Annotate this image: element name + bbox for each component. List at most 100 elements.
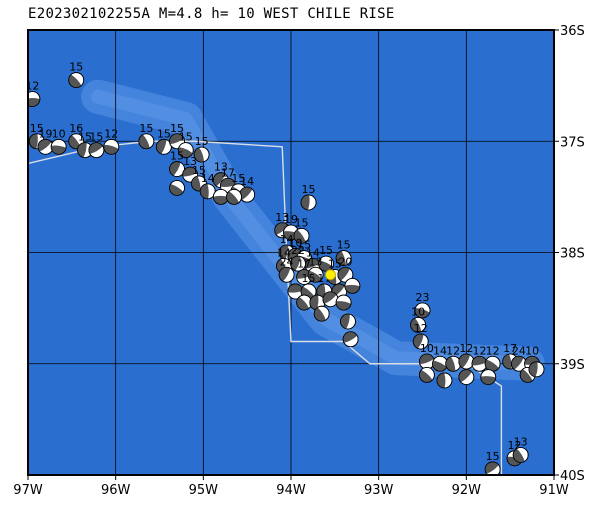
beachball-outline (436, 372, 453, 389)
beachball-quadrant (410, 318, 422, 333)
mechanism-label: 12 (459, 342, 473, 355)
beachball-outline (335, 294, 352, 311)
beachball-quadrant (169, 133, 184, 145)
beachball (528, 361, 545, 378)
beachball (458, 369, 475, 386)
beachball-quadrant (336, 250, 346, 266)
beachball-quadrant (296, 296, 310, 311)
beachball-outline (300, 194, 317, 211)
lon-tick-label: 96W (101, 483, 131, 498)
beachball (436, 372, 453, 389)
lon-tick-label: 97W (13, 483, 43, 498)
beachball-quadrant (445, 356, 456, 372)
beachball-quadrant (415, 308, 430, 318)
beachball (335, 294, 352, 311)
beachball-quadrant (458, 354, 471, 369)
mechanism-label: 14 (306, 246, 320, 259)
beachball: 14 (278, 233, 295, 261)
beachball-outline (199, 183, 216, 200)
mechanism-label: 10 (288, 236, 302, 249)
beachball-quadrant (182, 167, 198, 177)
lon-tick-label: 95W (189, 483, 219, 498)
beachball-quadrant (471, 356, 487, 366)
beachball-quadrant (308, 270, 322, 283)
mechanism-label: 19 (39, 127, 53, 140)
mechanism-label: 15 (89, 131, 103, 144)
beachball-quadrant (226, 191, 240, 205)
beachball-quadrant (213, 172, 226, 187)
beachball-quadrant (322, 291, 337, 304)
lat-tick-label: 40S (560, 469, 585, 484)
beachball: 15 (138, 122, 155, 150)
beachball (342, 331, 359, 348)
beachball: 24 (278, 255, 295, 283)
beachball-quadrant (436, 372, 446, 388)
mechanism-label: 15 (192, 164, 206, 177)
mechanism-label: 13 (183, 155, 197, 168)
lon-tick-label: 92W (452, 483, 482, 498)
beachball: 20 (337, 255, 354, 283)
beachball-quadrant (51, 145, 67, 155)
mechanism-label: 12 (25, 79, 39, 92)
beachball: 15 (484, 450, 501, 475)
beachball (340, 313, 356, 330)
beachball-outline (177, 142, 194, 159)
beachball-quadrant (68, 135, 81, 149)
beachball-outline (307, 266, 324, 283)
beachball-outline (28, 91, 41, 107)
beachball-quadrant (103, 144, 119, 155)
beachball-quadrant (309, 295, 319, 311)
beachball-quadrant (480, 376, 496, 385)
beachball: 12 (103, 127, 120, 155)
beachball-quadrant (294, 229, 306, 244)
beachball-outline (182, 166, 199, 183)
lat-tick-label: 37S (560, 135, 585, 150)
beachball-quadrant (239, 187, 253, 201)
beachball-quadrant (511, 356, 524, 370)
mechanism-label: 17 (503, 342, 517, 355)
mechanism-label: 15 (328, 257, 342, 270)
beachball-quadrant (290, 256, 301, 271)
beachball-quadrant (336, 301, 351, 311)
beachball: 15 (293, 216, 310, 244)
beachball-quadrant (156, 139, 167, 154)
beachball: 15 (300, 183, 317, 211)
beachball: 15 (155, 127, 172, 155)
beachball-quadrant (169, 184, 184, 196)
beachball-outline (293, 227, 310, 244)
beachball-quadrant (419, 369, 433, 383)
beachball-quadrant (287, 248, 302, 260)
beachball-quadrant (340, 313, 350, 329)
beachball-quadrant (29, 133, 38, 149)
mechanism-label: 13 (514, 435, 528, 448)
beachball-quadrant (38, 139, 52, 152)
beachball: 15 (68, 61, 85, 88)
mechanism-label: 12 (472, 344, 486, 357)
beachball-quadrant (485, 461, 499, 474)
beachball-outline (484, 461, 501, 475)
mechanism-label: 20 (338, 255, 352, 268)
mechanism-label: 16 (69, 122, 83, 135)
beachball (287, 283, 304, 300)
beachball (169, 180, 185, 196)
beachball: 10 (50, 127, 67, 155)
beachball-outline (340, 313, 356, 330)
mechanism-label: 10 (411, 305, 425, 318)
mechanism-label: 13 (214, 161, 228, 174)
beachball-outline (50, 138, 67, 155)
mechanism-label: 24 (280, 255, 294, 268)
beachball-outline (344, 277, 361, 294)
beachball-outline (169, 180, 185, 196)
mechanism-label: 15 (337, 239, 351, 252)
mechanism-label: 15 (170, 122, 184, 135)
beachball-outline (169, 133, 185, 150)
beachball: 15 (88, 131, 105, 159)
mechanism-label: 15 (179, 131, 193, 144)
beachball: 17 (219, 166, 236, 194)
beachball-quadrant (28, 97, 40, 107)
beachball: 12 (25, 79, 41, 107)
beachball: 12 (412, 322, 429, 350)
lon-tick-label: 93W (364, 483, 394, 498)
